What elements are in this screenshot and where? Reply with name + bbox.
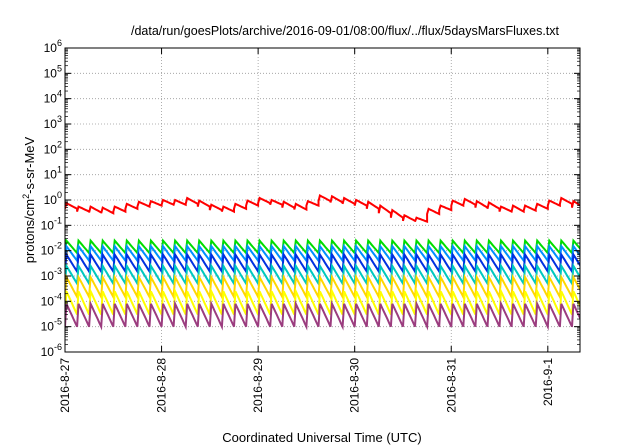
y-tick-exponent: -4 (54, 291, 62, 301)
x-tick-label: 2016-9-1 (541, 358, 555, 406)
y-tick-exponent: 1 (57, 165, 62, 175)
y-tick-label: 102 (44, 139, 62, 156)
y-tick-exponent: 6 (57, 38, 62, 48)
series-line-4 (65, 262, 580, 287)
y-tick-base: 10 (41, 218, 55, 232)
y-tick-label: 10-1 (41, 215, 62, 232)
y-axis-ticks: 10-610-510-410-310-210-11001011021031041… (41, 38, 580, 359)
y-tick-base: 10 (44, 117, 58, 131)
y-tick-base: 10 (41, 320, 55, 334)
y-axis-label-superscript: 2 (21, 194, 31, 199)
series-line-5 (65, 273, 580, 301)
y-tick-base: 10 (41, 244, 55, 258)
x-axis-label: Coordinated Universal Time (UTC) (222, 430, 421, 445)
y-tick-base: 10 (44, 66, 58, 80)
series-line-0 (65, 193, 580, 223)
y-tick-base: 10 (44, 193, 58, 207)
y-axis-label: protons/cm2-s-sr-MeV (21, 136, 37, 263)
x-tick-label: 2016-8-30 (348, 358, 362, 413)
y-tick-base: 10 (44, 142, 58, 156)
series-line-3 (65, 251, 580, 275)
y-tick-label: 104 (44, 89, 62, 106)
x-tick-label: 2016-8-31 (444, 358, 458, 413)
y-axis-label-rest: -s-sr-MeV (22, 136, 37, 193)
series-line-7 (65, 299, 580, 331)
x-tick-label: 2016-8-27 (58, 358, 72, 413)
y-tick-base: 10 (41, 294, 55, 308)
y-tick-label: 10-5 (41, 317, 62, 334)
y-tick-label: 100 (44, 190, 62, 207)
y-tick-exponent: -3 (54, 266, 62, 276)
y-tick-label: 10-2 (41, 241, 62, 258)
x-tick-label: 2016-8-28 (155, 358, 169, 413)
y-tick-exponent: -1 (54, 215, 62, 225)
y-tick-exponent: 2 (57, 139, 62, 149)
y-tick-label: 103 (44, 114, 62, 131)
y-tick-exponent: -6 (54, 342, 62, 352)
chart-title: /data/run/goesPlots/archive/2016-09-01/0… (131, 24, 560, 38)
series-line-2 (65, 243, 580, 264)
y-tick-label: 105 (44, 63, 62, 80)
y-tick-exponent: -5 (54, 317, 62, 327)
y-tick-base: 10 (41, 269, 55, 283)
y-tick-exponent: 3 (57, 114, 62, 124)
y-tick-label: 106 (44, 38, 62, 55)
series-layer (65, 193, 580, 331)
y-tick-base: 10 (44, 41, 58, 55)
y-tick-exponent: 5 (57, 63, 62, 73)
series-line-6 (65, 287, 580, 316)
y-tick-label: 10-4 (41, 291, 62, 308)
x-axis-ticks: 2016-8-27 2016-8-28 2016-8-29 2016-8-30 2016… (58, 48, 555, 413)
y-tick-base: 10 (41, 345, 55, 359)
x-tick-label: 2016-8-29 (251, 358, 265, 413)
y-tick-label: 101 (44, 165, 62, 182)
y-tick-base: 10 (44, 92, 58, 106)
y-tick-exponent: 0 (57, 190, 62, 200)
y-tick-label: 10-3 (41, 266, 62, 283)
y-tick-exponent: -2 (54, 241, 62, 251)
y-tick-base: 10 (44, 168, 58, 182)
y-tick-exponent: 4 (57, 89, 62, 99)
y-axis-label-unit: protons/cm (22, 199, 37, 263)
series-line-1 (65, 238, 580, 256)
y-tick-label: 10-6 (41, 342, 62, 359)
